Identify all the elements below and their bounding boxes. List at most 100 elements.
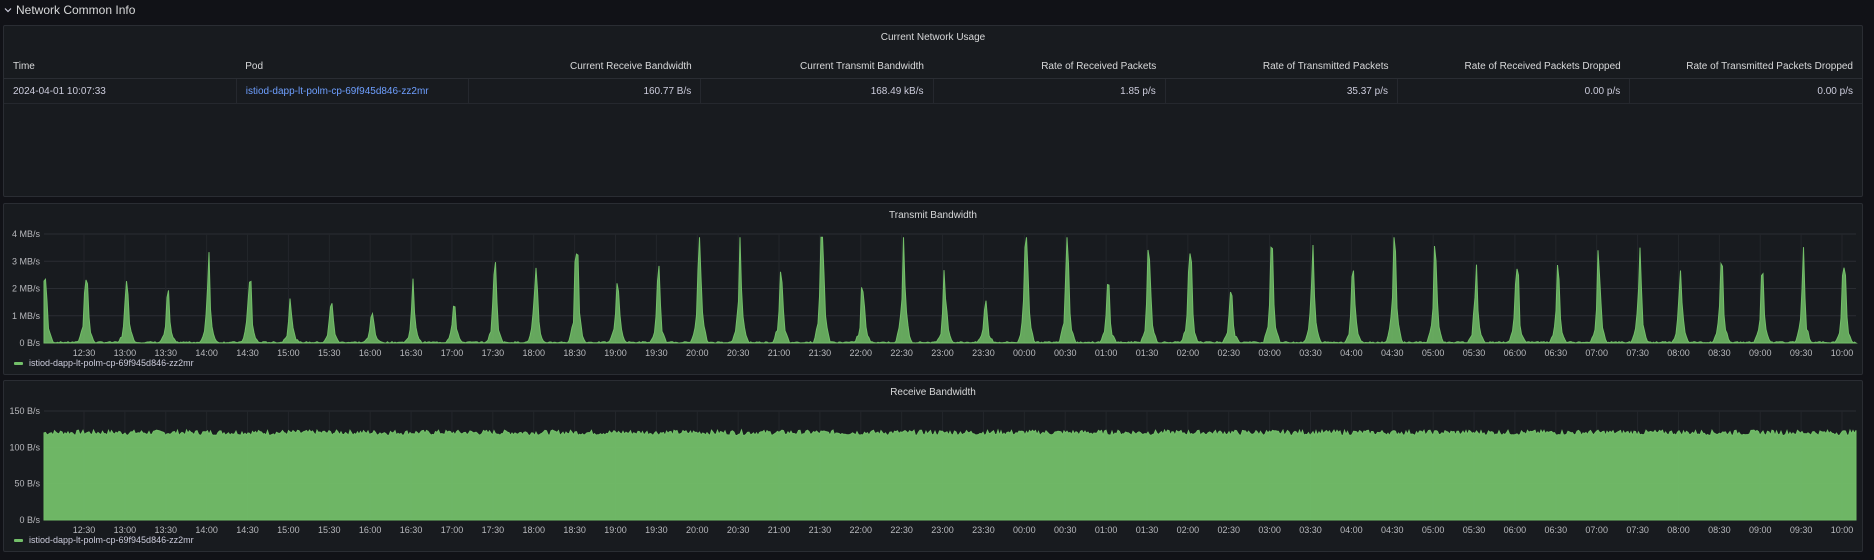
usage-panel: Current Network Usage Time Pod Current R… [3,25,1863,197]
x-tick-label: 23:00 [931,348,954,358]
x-tick-label: 18:30 [563,348,586,358]
legend-label: istiod-dapp-lt-polm-cp-69f945d846-zz2mr [29,358,194,368]
x-tick-label: 23:30 [972,525,995,535]
x-tick-label: 06:00 [1504,348,1527,358]
series-area [43,236,1858,344]
x-tick-label: 07:00 [1585,525,1608,535]
x-tick-label: 18:00 [522,525,545,535]
pod-link[interactable]: istiod-dapp-lt-polm-cp-69f945d846-zz2mr [245,85,429,97]
x-tick-label: 08:30 [1708,525,1731,535]
column-header-trans-dropped[interactable]: Rate of Transmitted Packets Dropped [1629,54,1862,79]
cell-pod[interactable]: istiod-dapp-lt-polm-cp-69f945d846-zz2mr [235,78,469,104]
x-tick-label: 05:00 [1422,525,1445,535]
x-tick-label: 07:00 [1585,348,1608,358]
x-tick-label: 02:00 [1177,525,1200,535]
x-tick-label: 02:30 [1217,348,1240,358]
y-tick-label: 1 MB/s [12,311,41,321]
x-tick-label: 20:30 [727,348,750,358]
column-header-recv-dropped[interactable]: Rate of Received Packets Dropped [1397,54,1630,79]
panel-title: Current Network Usage [880,32,986,43]
x-tick-label: 22:30 [890,348,913,358]
x-tick-label: 15:30 [318,525,341,535]
legend-swatch [14,538,23,542]
x-tick-label: 00:00 [1013,525,1036,535]
x-tick-label: 17:30 [482,348,505,358]
x-tick-label: 19:30 [645,525,668,535]
column-header-pod[interactable]: Pod [236,54,469,79]
x-tick-label: 08:00 [1667,525,1690,535]
x-tick-label: 17:30 [482,525,505,535]
x-tick-label: 16:30 [400,348,423,358]
x-tick-label: 02:30 [1217,525,1240,535]
x-tick-label: 09:30 [1790,525,1813,535]
x-tick-label: 23:00 [931,525,954,535]
x-tick-label: 07:30 [1626,525,1649,535]
x-tick-label: 12:30 [73,525,96,535]
cell-trans-dropped: 0.00 p/s [1629,78,1862,104]
row-title: Network Common Info [16,3,136,17]
column-header-trans-pkts[interactable]: Rate of Transmitted Packets [1165,54,1398,79]
x-tick-label: 05:00 [1422,348,1445,358]
table-header-row: Time Pod Current Receive Bandwidth Curre… [4,54,1862,79]
x-tick-label: 19:30 [645,348,668,358]
receive-chart[interactable]: 0 B/s 50 B/s 100 B/s 150 B/s 12:30 13:00 13:30… [4,403,1862,553]
x-tick-label: 13:30 [155,348,178,358]
x-tick-label: 22:00 [850,348,873,358]
x-tick-label: 04:00 [1340,525,1363,535]
x-tick-label: 13:00 [114,348,137,358]
x-tick-label: 06:00 [1504,525,1527,535]
x-tick-label: 21:00 [768,525,791,535]
cell-recv-bw: 160.77 B/s [467,78,701,104]
x-tick-label: 04:30 [1381,348,1404,358]
cell-recv-dropped: 0.00 p/s [1396,78,1630,104]
x-tick-label: 06:30 [1545,348,1568,358]
chevron-down-icon[interactable] [4,6,12,14]
panel-title: Transmit Bandwidth [889,210,977,221]
x-tick-label: 17:00 [441,525,464,535]
y-tick-label: 150 B/s [9,406,40,416]
x-tick-label: 01:00 [1095,348,1118,358]
x-tick-label: 16:30 [400,525,423,535]
y-tick-label: 0 B/s [19,338,40,348]
x-tick-label: 14:30 [236,525,259,535]
x-tick-label: 03:30 [1299,525,1322,535]
x-tick-label: 09:00 [1749,348,1772,358]
legend-swatch [14,361,23,365]
y-tick-label: 100 B/s [9,442,40,452]
x-tick-label: 15:30 [318,348,341,358]
legend-item[interactable]: istiod-dapp-lt-polm-cp-69f945d846-zz2mr [14,535,194,545]
usage-table: Time Pod Current Receive Bandwidth Curre… [4,54,1862,104]
cell-time: 2024-04-01 10:07:33 [4,78,237,104]
x-tick-label: 14:00 [195,525,218,535]
column-header-recv-pkts[interactable]: Rate of Received Packets [933,54,1166,79]
y-tick-label: 4 MB/s [12,229,41,239]
x-tick-label: 03:00 [1258,525,1281,535]
x-tick-label: 01:30 [1136,525,1159,535]
legend-label: istiod-dapp-lt-polm-cp-69f945d846-zz2mr [29,535,194,545]
x-tick-label: 10:00 [1831,348,1854,358]
x-tick-label: 21:30 [809,348,832,358]
x-tick-label: 23:30 [972,348,995,358]
x-tick-label: 18:30 [563,525,586,535]
x-tick-label: 00:30 [1054,348,1077,358]
x-tick-label: 07:30 [1626,348,1649,358]
panel-title: Receive Bandwidth [890,387,976,398]
x-tick-label: 09:30 [1790,348,1813,358]
transmit-chart[interactable]: 0 B/s 1 MB/s 2 MB/s 3 MB/s 4 MB/s 12:30 13:00 1… [4,226,1862,376]
y-tick-label: 0 B/s [19,515,40,525]
column-header-trans-bw[interactable]: Current Transmit Bandwidth [700,54,933,79]
x-tick-label: 14:30 [236,348,259,358]
column-header-time[interactable]: Time [4,54,237,79]
x-tick-label: 22:00 [850,525,873,535]
series-area [43,428,1857,521]
y-tick-label: 2 MB/s [12,284,41,294]
cell-trans-bw: 168.49 kB/s [700,78,933,104]
legend-item[interactable]: istiod-dapp-lt-polm-cp-69f945d846-zz2mr [14,358,194,368]
x-tick-label: 05:30 [1463,348,1486,358]
x-tick-label: 16:00 [359,348,382,358]
x-tick-label: 18:00 [522,348,545,358]
x-tick-label: 09:00 [1749,525,1772,535]
x-tick-label: 15:00 [277,525,300,535]
column-header-recv-bw[interactable]: Current Receive Bandwidth [468,54,701,79]
row-header[interactable]: Network Common Info [4,0,135,20]
